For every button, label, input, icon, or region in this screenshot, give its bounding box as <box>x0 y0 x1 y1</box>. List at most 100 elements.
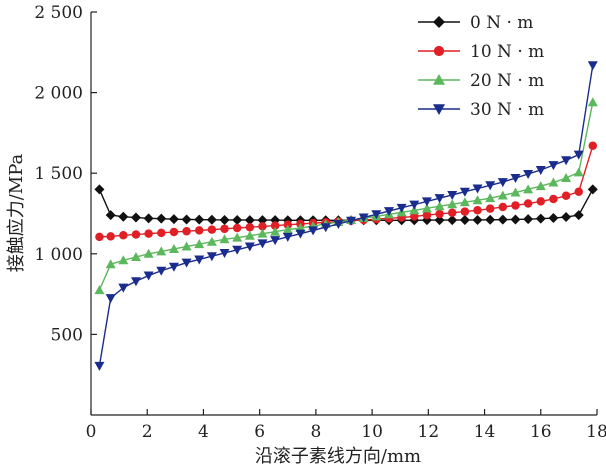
data-point <box>422 210 432 220</box>
data-point <box>523 199 533 208</box>
data-point <box>497 190 508 200</box>
data-point <box>295 229 306 239</box>
data-point <box>447 190 458 200</box>
data-point <box>282 224 293 234</box>
data-point <box>409 200 420 210</box>
data-point <box>144 229 153 238</box>
data-point <box>535 181 546 191</box>
data-point <box>308 226 319 236</box>
data-point <box>143 248 154 258</box>
data-point <box>371 210 382 220</box>
data-point <box>270 236 281 246</box>
data-point <box>421 203 432 213</box>
data-point <box>194 214 205 225</box>
data-point <box>410 212 419 221</box>
data-point <box>510 214 521 225</box>
data-point <box>130 252 141 262</box>
x-tick-label: 4 <box>198 422 209 442</box>
data-point <box>548 161 559 171</box>
data-point <box>472 184 483 194</box>
data-point <box>510 174 521 184</box>
data-point <box>244 230 255 240</box>
series-3 <box>94 61 598 371</box>
axes: 500 1 000 1 500 2 000 2 500 0 2 4 6 8 10 12 14 16 18 <box>34 3 606 442</box>
data-point <box>536 197 546 206</box>
x-tick-label: 8 <box>310 422 321 442</box>
data-point <box>548 177 559 187</box>
data-point <box>548 213 559 224</box>
data-point <box>459 187 470 197</box>
data-point <box>182 226 191 236</box>
data-point <box>119 231 128 240</box>
data-point <box>358 213 369 223</box>
data-point <box>587 184 598 195</box>
y-axis-title: 接触应力/MPa <box>6 153 27 272</box>
data-point <box>523 170 534 180</box>
legend-label: 0 N · m <box>470 13 533 33</box>
data-point <box>143 271 154 281</box>
x-axis-title: 沿滚子素线方向/mm <box>255 446 421 467</box>
data-point <box>434 215 445 226</box>
data-point <box>232 223 242 233</box>
series-line <box>98 65 594 366</box>
data-point <box>156 246 167 256</box>
data-point <box>206 252 217 262</box>
data-point <box>561 212 572 223</box>
data-point <box>143 213 154 224</box>
plot-area <box>94 61 598 371</box>
data-point <box>106 232 115 241</box>
y-tick-label: 2 000 <box>34 84 83 104</box>
data-point <box>219 214 230 225</box>
data-point <box>181 258 192 268</box>
data-point <box>257 215 268 226</box>
series-0 <box>94 184 598 226</box>
data-point <box>282 232 293 242</box>
data-point <box>168 214 179 225</box>
data-point <box>206 236 217 246</box>
data-point <box>219 234 230 244</box>
data-point <box>383 207 394 217</box>
legend-marker <box>433 74 445 85</box>
data-point <box>459 197 470 207</box>
data-point <box>587 61 598 71</box>
data-point <box>169 227 179 237</box>
y-tick-label: 2 500 <box>34 3 83 23</box>
data-point <box>156 213 167 224</box>
data-point <box>434 194 445 204</box>
data-point <box>346 216 357 226</box>
data-point <box>435 209 444 219</box>
data-point <box>573 210 584 221</box>
data-point <box>105 294 116 304</box>
data-point <box>485 214 496 225</box>
data-point <box>320 223 331 233</box>
data-point <box>168 243 179 253</box>
legend-marker <box>433 16 445 28</box>
data-point <box>421 197 432 207</box>
legend-label: 30 N · m <box>470 100 544 120</box>
data-point <box>105 210 116 221</box>
series-2 <box>94 97 598 295</box>
data-point <box>131 230 141 239</box>
data-point <box>535 165 546 175</box>
data-point <box>561 156 572 166</box>
legend-label: 20 N · m <box>470 71 544 91</box>
data-point <box>118 283 129 293</box>
y-tick-label: 1 000 <box>34 245 83 265</box>
x-tick-label: 14 <box>474 422 496 442</box>
data-point <box>245 222 255 232</box>
data-point <box>157 228 166 238</box>
data-point <box>472 214 483 225</box>
data-point <box>118 255 129 265</box>
data-point <box>573 150 584 160</box>
data-point <box>94 184 105 195</box>
data-point <box>118 211 129 222</box>
data-point <box>270 221 280 230</box>
data-point <box>447 199 458 209</box>
data-point <box>523 214 534 225</box>
data-point <box>194 255 205 265</box>
data-point <box>561 173 572 183</box>
data-point <box>168 262 179 272</box>
legend-marker <box>433 104 445 115</box>
data-point <box>472 195 483 205</box>
